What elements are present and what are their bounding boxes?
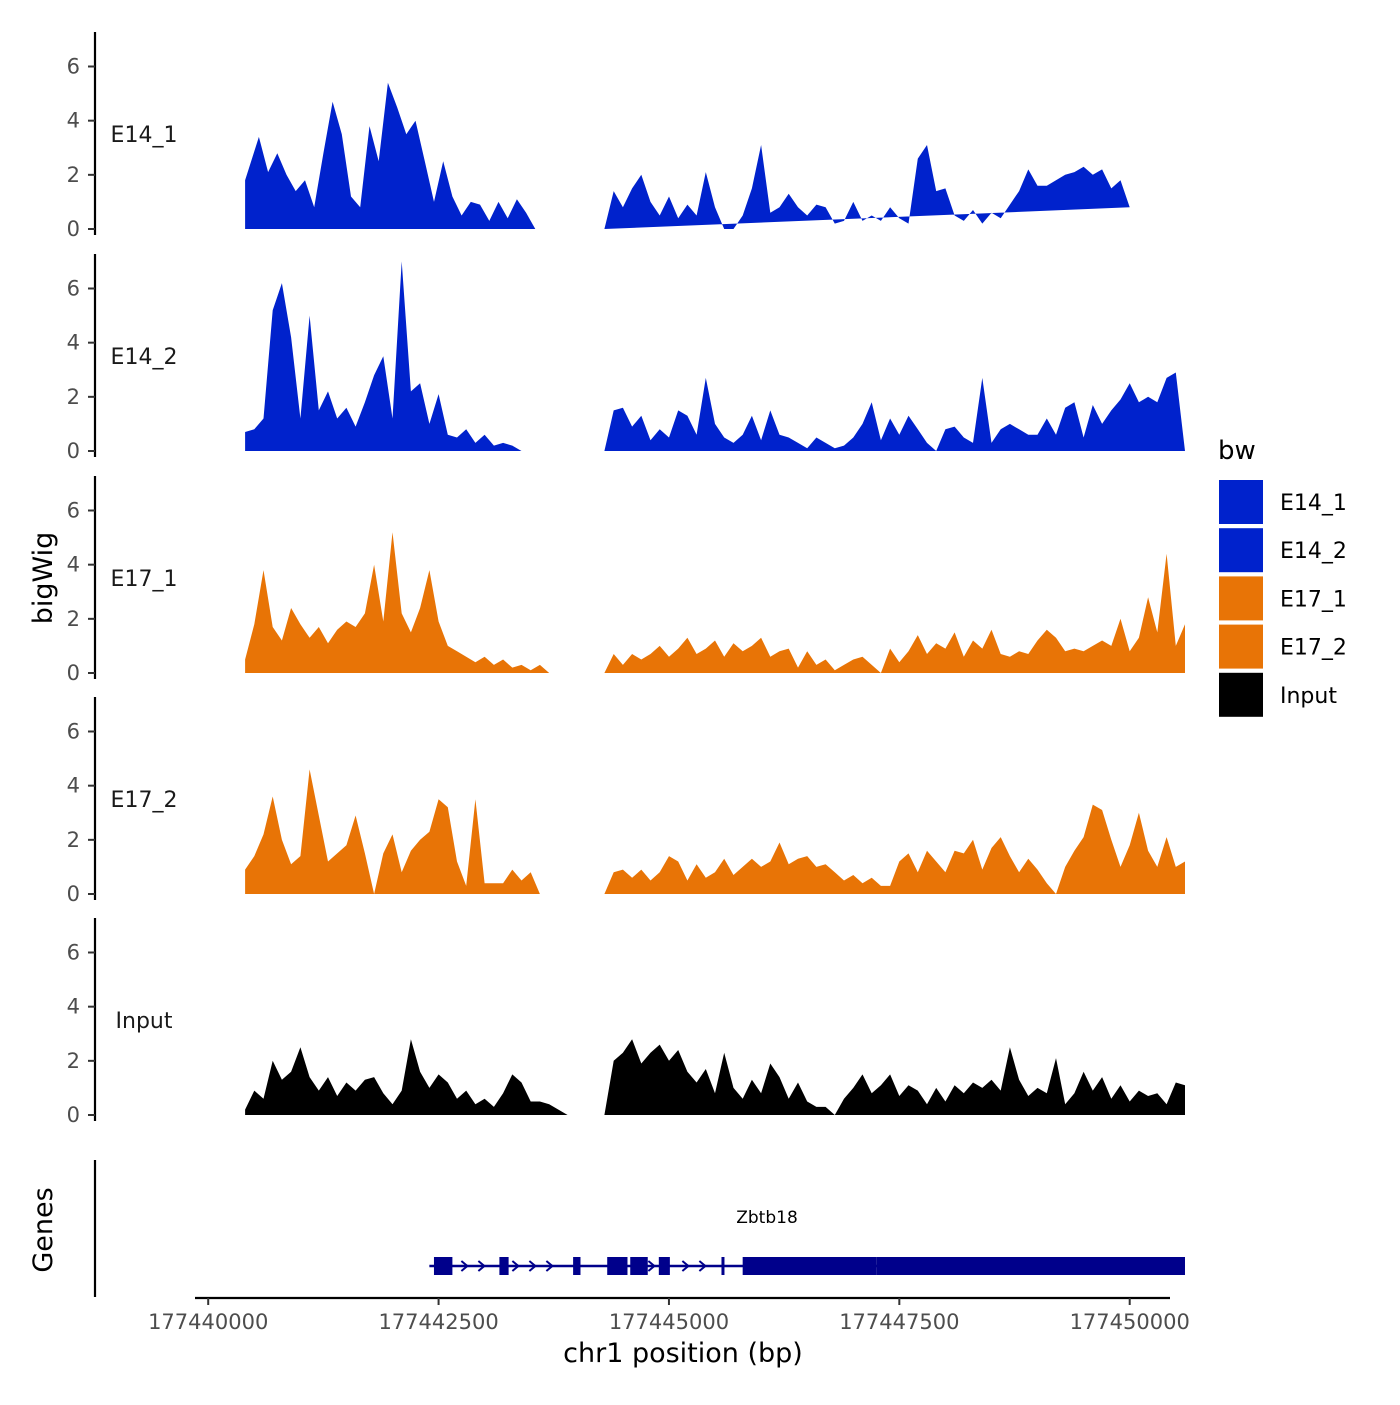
coverage-area: [604, 553, 1185, 673]
y-tick-label: 4: [67, 109, 80, 133]
track-label: Input: [116, 1009, 173, 1034]
track-E17_2: 0 2 4 6 E17_2: [67, 697, 1185, 906]
x-tick-label: 177445000: [609, 1310, 729, 1334]
legend-item-label: E17_2: [1280, 636, 1347, 661]
gene-exon: [876, 1257, 1185, 1275]
track-E14_2: 0 2 4 6 E14_2: [67, 254, 1185, 463]
y-tick-label: 0: [67, 439, 80, 463]
track-label: E14_2: [111, 345, 178, 370]
genes-layer: Zbtb18: [93, 1160, 1185, 1297]
strand-arrow: [460, 1260, 469, 1272]
x-tick-label: 177450000: [1070, 1310, 1190, 1334]
coverage-area: [245, 532, 550, 673]
y-tick-label: 6: [67, 55, 80, 79]
strand-arrow: [647, 1260, 656, 1272]
y-tick-label: 2: [67, 828, 80, 852]
gene-name-label: Zbtb18: [736, 1208, 798, 1228]
y-tick-label: 4: [67, 331, 80, 355]
y-tick-label: 2: [67, 1049, 80, 1073]
legend-item-label: E17_1: [1280, 587, 1347, 612]
gene-exon: [658, 1257, 670, 1275]
legend: bw E14_1 E14_2 E17_1 E17_2 Input: [1218, 436, 1347, 717]
gene-exon: [721, 1257, 725, 1275]
legend-swatch: [1219, 480, 1263, 524]
legend-swatch: [1219, 672, 1263, 717]
legend-swatch: [1219, 528, 1263, 573]
gene-exon: [742, 1257, 877, 1275]
y-tick-label: 0: [67, 882, 80, 906]
coverage-area: [604, 1039, 1185, 1115]
y-tick-label: 2: [67, 163, 80, 187]
strand-arrow: [511, 1260, 520, 1272]
track-label: E17_2: [111, 788, 178, 813]
y-tick-label: 0: [67, 217, 80, 241]
coverage-area: [245, 82, 536, 229]
y-axis-title: bigWig: [28, 532, 59, 625]
x-axis-title: chr1 position (bp): [563, 1338, 803, 1369]
strand-arrow: [681, 1260, 690, 1272]
y-tick-label: 6: [67, 720, 80, 744]
y-tick-label: 2: [67, 385, 80, 409]
y-tick-label: 0: [67, 661, 80, 685]
y-tick-label: 0: [67, 1103, 80, 1127]
gene-exon: [499, 1257, 509, 1275]
legend-title: bw: [1218, 436, 1256, 466]
y-tick-label: 6: [67, 277, 80, 301]
x-tick-label: 177447500: [839, 1310, 959, 1334]
track-label: E17_1: [111, 567, 178, 592]
track-label: E14_1: [111, 123, 178, 148]
legend-item-label: Input: [1280, 684, 1337, 709]
x-tick-label: 177442500: [378, 1310, 498, 1334]
track-E17_1: 0 2 4 6 E17_1: [67, 476, 1185, 685]
x-tick-label: 177440000: [148, 1310, 268, 1334]
gene-exon: [573, 1257, 581, 1275]
coverage-area: [245, 1039, 568, 1115]
legend-swatch: [1219, 576, 1263, 621]
legend-item-label: E14_2: [1280, 539, 1347, 564]
track-E14_1: 0 2 4 6 E14_1: [67, 32, 1130, 241]
tracks-layer: 0 2 4 6 E14_1 0 2 4 6 E14_2 0 2 4 6 E17_1 0 2 4 6 E17_2 0 2 4 6…: [67, 32, 1185, 1127]
y-tick-label: 6: [67, 499, 80, 523]
coverage-area: [245, 769, 540, 894]
x-axis: 177440000 177442500 177445000 177447500 1774…: [148, 1296, 1190, 1334]
coverage-area: [245, 261, 522, 451]
genes-panel-title: Genes: [28, 1187, 59, 1272]
legend-swatch: [1219, 624, 1263, 669]
y-tick-label: 4: [67, 995, 80, 1019]
coverage-area: [604, 804, 1185, 894]
track-Input: 0 2 4 6 Input: [67, 918, 1185, 1127]
coverage-area: [604, 145, 1130, 229]
strand-arrow: [545, 1260, 554, 1272]
strand-arrow: [698, 1260, 707, 1272]
gene-exon: [630, 1257, 648, 1275]
gene-exon: [433, 1257, 453, 1275]
y-tick-label: 6: [67, 941, 80, 965]
y-tick-label: 2: [67, 607, 80, 631]
legend-item-label: E14_1: [1280, 491, 1347, 516]
strand-arrow: [528, 1260, 537, 1272]
y-tick-label: 4: [67, 774, 80, 798]
coverage-area: [604, 372, 1185, 451]
y-tick-label: 4: [67, 553, 80, 577]
gene-exon: [607, 1257, 628, 1275]
strand-arrow: [477, 1260, 486, 1272]
